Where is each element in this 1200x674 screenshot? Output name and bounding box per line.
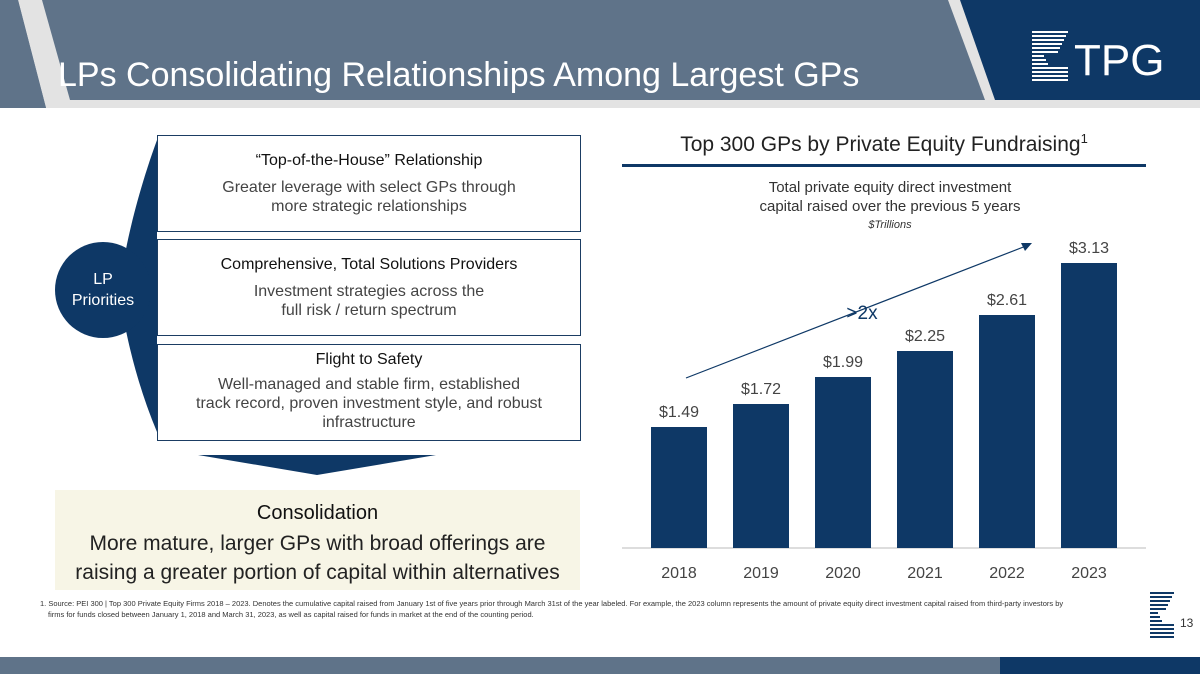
box-heading: Flight to Safety: [315, 351, 423, 368]
page-title: LPs Consolidating Relationships Among La…: [58, 56, 860, 94]
x-tick-label: 2019: [743, 565, 779, 582]
chart-title-text: Top 300 GPs by Private Equity Fundraisin…: [680, 133, 1081, 156]
footnote-line: 1. Source: PEI 300 | Top 300 Private Equ…: [40, 599, 1064, 608]
tpg-logo-text: TPG: [1074, 36, 1164, 85]
lp-priorities-badge: LP Priorities: [55, 242, 151, 338]
down-arrow-icon: [198, 455, 436, 475]
box-text: infrastructure: [322, 414, 416, 431]
box-heading: Comprehensive, Total Solutions Providers: [220, 256, 518, 273]
box-text: Greater leverage with select GPs through: [222, 179, 516, 196]
bar-2019: [733, 404, 789, 548]
data-label: $1.99: [823, 354, 863, 371]
consolidation-text: More mature, larger GPs with broad offer…: [89, 532, 546, 555]
arrowhead-icon: [1021, 243, 1032, 251]
priority-box-flight-to-safety: Flight to Safety Well-managed and stable…: [157, 344, 581, 441]
footnote-ref: 1: [1080, 131, 1088, 146]
subtitle-line: capital raised over the previous 5 years: [759, 198, 1021, 215]
data-label: $2.25: [905, 328, 945, 345]
bar-2018: [651, 427, 707, 548]
badge-line: LP: [93, 271, 113, 288]
box-text: more strategic relationships: [271, 198, 467, 215]
box-text: track record, proven investment style, a…: [196, 395, 542, 412]
data-label: $2.61: [987, 292, 1027, 309]
tpg-small-logo-icon: [1150, 592, 1174, 638]
bar-2021: [897, 351, 953, 548]
tpg-logo-mark: [1032, 31, 1068, 81]
page-number: 13: [1180, 616, 1194, 630]
footnote: 1. Source: PEI 300 | Top 300 Private Equ…: [40, 598, 1150, 620]
consolidation-box: Consolidation More mature, larger GPs wi…: [55, 490, 580, 590]
growth-arrow: [685, 245, 1027, 379]
header-band: TPG: [0, 0, 1200, 108]
badge-line: Priorities: [71, 292, 135, 309]
x-tick-label: 2023: [1071, 565, 1107, 582]
x-tick-label: 2021: [907, 565, 943, 582]
growth-annotation: >2x: [846, 303, 878, 324]
chart-unit: $Trillions: [868, 219, 912, 231]
x-tick-label: 2020: [825, 565, 861, 582]
consolidation-heading: Consolidation: [256, 502, 379, 524]
bar-2022: [979, 315, 1035, 548]
x-tick-label: 2022: [989, 565, 1025, 582]
x-tick-label: 2018: [661, 565, 697, 582]
footer-band-accent: [1000, 657, 1200, 674]
box-text: Investment strategies across the: [253, 283, 485, 300]
footnote-line: firms for funds closed between January 1…: [48, 610, 534, 619]
chart-title: Top 300 GPs by Private Equity Fundraisin…: [622, 131, 1146, 157]
data-label: $3.13: [1069, 240, 1109, 257]
data-label: $1.72: [741, 381, 781, 398]
box-text: Well-managed and stable firm, establishe…: [217, 376, 521, 393]
title-underline: [622, 164, 1146, 167]
subtitle-line: Total private equity direct investment: [768, 179, 1012, 196]
bar-2023: [1061, 263, 1117, 548]
data-label: $1.49: [659, 404, 699, 421]
bar-2020: [815, 377, 871, 548]
priority-box-total-solutions: Comprehensive, Total Solutions Providers…: [157, 239, 581, 336]
consolidation-text: raising a greater portion of capital wit…: [75, 561, 560, 584]
chart-subtitle: Total private equity direct investment c…: [700, 178, 1080, 235]
bar-chart: $1.49 2018 $1.72 2019 $1.99 2020 $2.25 2021 $2.6…: [622, 240, 1146, 582]
priority-box-top-of-house: “Top-of-the-House” Relationship Greater …: [157, 135, 581, 232]
box-text: full risk / return spectrum: [281, 302, 457, 319]
box-heading: “Top-of-the-House” Relationship: [255, 152, 483, 169]
footer-band: [0, 657, 1000, 674]
